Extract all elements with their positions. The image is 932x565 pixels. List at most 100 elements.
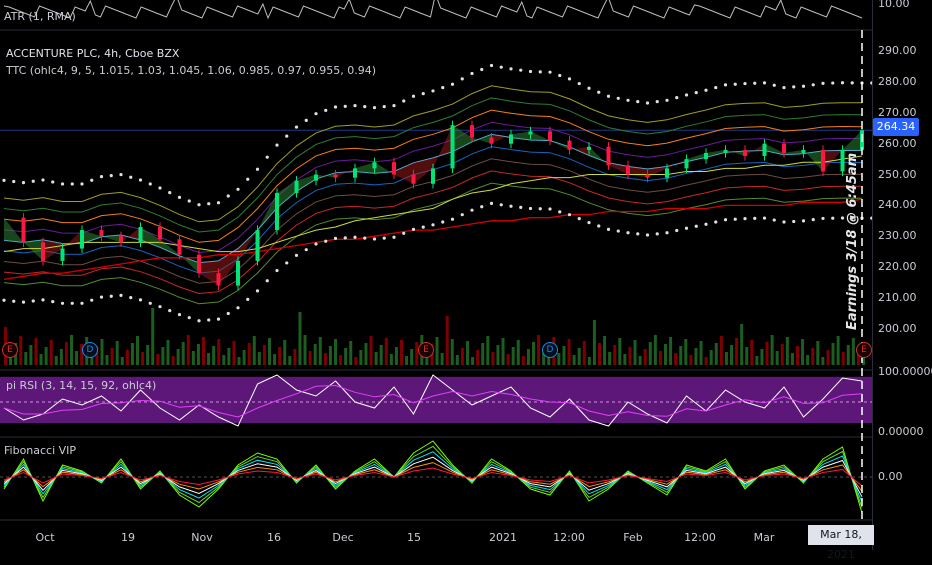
volume-bar bbox=[405, 356, 409, 365]
envelope-dot bbox=[538, 207, 542, 211]
time-tick: 12:00 bbox=[684, 531, 716, 544]
envelope-dot bbox=[616, 96, 620, 100]
volume-bar bbox=[227, 348, 231, 365]
dividend-event-icon[interactable]: D bbox=[82, 342, 98, 358]
envelope-dot bbox=[294, 253, 299, 257]
volume-bar bbox=[638, 356, 642, 365]
trend-cloud bbox=[433, 125, 453, 169]
envelope-dot bbox=[421, 225, 425, 229]
envelope-dot bbox=[138, 178, 143, 182]
volume-bar bbox=[643, 349, 647, 365]
volume-bar bbox=[740, 324, 744, 365]
envelope-dot bbox=[294, 125, 299, 129]
envelope-dot bbox=[762, 216, 767, 220]
volume-bar bbox=[217, 339, 221, 365]
envelope-dot bbox=[577, 81, 581, 86]
envelope-dot bbox=[792, 219, 796, 224]
envelope-dot bbox=[129, 175, 133, 179]
volume-bar bbox=[684, 339, 688, 365]
envelope-dot bbox=[216, 201, 221, 205]
time-tick: 16 bbox=[267, 531, 281, 544]
atr-line bbox=[3, 0, 863, 20]
dividend-event-icon[interactable]: D bbox=[542, 342, 558, 358]
envelope-dot bbox=[275, 268, 279, 273]
volume-bar bbox=[618, 338, 622, 365]
envelope-dot bbox=[60, 182, 65, 186]
envelope-dot bbox=[304, 248, 308, 252]
volume-bar bbox=[212, 346, 216, 365]
candle-body bbox=[645, 174, 650, 178]
envelope-dot bbox=[811, 218, 815, 222]
earnings-event-icon[interactable]: E bbox=[856, 342, 872, 358]
envelope-dot bbox=[80, 182, 84, 186]
trend-cloud bbox=[589, 146, 609, 166]
envelope-dot bbox=[743, 81, 747, 86]
candle-body bbox=[236, 260, 240, 286]
ttc-label: TTC (ohlc4, 9, 5, 1.015, 1.03, 1.045, 1.… bbox=[6, 64, 377, 77]
volume-bar bbox=[318, 337, 322, 365]
volume-bar bbox=[841, 352, 845, 365]
volume-bar bbox=[369, 336, 373, 365]
volume-bar bbox=[323, 353, 327, 365]
candle-body bbox=[567, 140, 572, 150]
envelope-dot bbox=[597, 90, 601, 94]
envelope-dot bbox=[558, 210, 562, 214]
envelope-dot bbox=[636, 232, 640, 236]
price-axis[interactable] bbox=[872, 0, 932, 550]
candle-body bbox=[743, 149, 747, 157]
envelope-dot bbox=[372, 237, 377, 241]
volume-bar bbox=[704, 357, 708, 365]
chart-canvas[interactable]: Oct 19 Nov 16 Dec 15 2021 12:00 Feb 12:00 Mar bbox=[0, 0, 932, 550]
earnings-event-icon[interactable]: E bbox=[2, 342, 18, 358]
envelope-dot bbox=[304, 118, 308, 122]
volume-bar bbox=[70, 335, 73, 365]
trend-cloud bbox=[706, 149, 726, 158]
candle-body bbox=[450, 125, 455, 169]
volume-bar bbox=[120, 357, 124, 365]
volume-bar bbox=[750, 340, 754, 365]
candle-body bbox=[372, 162, 377, 169]
volume-bar bbox=[745, 347, 749, 365]
volume-bar bbox=[278, 347, 282, 365]
volume-bar bbox=[196, 344, 200, 365]
envelope-dot bbox=[343, 104, 347, 108]
candle-body bbox=[665, 168, 669, 178]
envelope-dot bbox=[382, 236, 386, 240]
volume-bar bbox=[811, 348, 815, 365]
envelope-dot bbox=[821, 216, 825, 221]
envelope-dot bbox=[714, 85, 718, 90]
envelope-dot bbox=[723, 218, 728, 222]
rsi-label: pi RSI (3, 14, 15, 92, ohlc4) bbox=[6, 379, 157, 392]
envelope-dot bbox=[655, 232, 659, 236]
volume-bar bbox=[440, 353, 444, 365]
volume-bar bbox=[460, 348, 464, 365]
candle-body bbox=[294, 180, 299, 194]
vip-pane bbox=[0, 440, 872, 514]
trend-cloud bbox=[121, 227, 141, 243]
volume-bar bbox=[730, 345, 733, 365]
candle-body bbox=[411, 174, 416, 184]
envelope-dot bbox=[694, 224, 698, 228]
center-line bbox=[3, 133, 863, 264]
current-date-tag: Mar 18, 2021 bbox=[808, 525, 874, 561]
trend-cloud bbox=[160, 239, 180, 256]
volume-bar bbox=[268, 338, 271, 365]
earnings-event-icon[interactable]: E bbox=[418, 342, 434, 358]
candle-body bbox=[840, 149, 845, 172]
envelope-dot bbox=[801, 219, 806, 223]
volume-bar bbox=[110, 348, 114, 365]
symbol-title: ACCENTURE PLC, 4h, Cboe BZX bbox=[6, 47, 180, 60]
envelope-dot bbox=[226, 194, 230, 198]
volume-bar bbox=[694, 348, 698, 365]
vip-line bbox=[3, 467, 863, 487]
volume-bar bbox=[181, 342, 185, 365]
volume-bar bbox=[851, 338, 855, 365]
trend-cloud bbox=[43, 239, 63, 261]
volume-bar bbox=[785, 337, 789, 365]
envelope-dot bbox=[606, 227, 611, 231]
candle-body bbox=[801, 149, 806, 153]
envelope-dot bbox=[626, 231, 630, 235]
volume-bar bbox=[166, 340, 170, 365]
volume-bar bbox=[379, 345, 383, 365]
volume-bar bbox=[349, 341, 353, 365]
